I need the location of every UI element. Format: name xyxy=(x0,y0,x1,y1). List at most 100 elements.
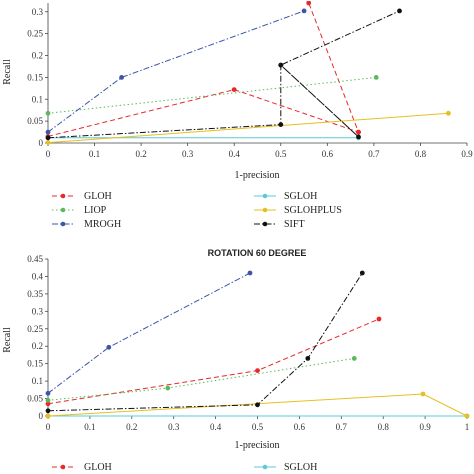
legend-item-gloh: GLOH xyxy=(52,462,112,473)
data-point-mrogh xyxy=(247,270,253,276)
x-tick-label: 0 xyxy=(46,149,51,159)
x-tick-label: 0.3 xyxy=(168,422,180,432)
x-tick-label: 0.7 xyxy=(368,149,380,159)
x-tick-label: 0.5 xyxy=(275,149,287,159)
data-point-sift xyxy=(45,408,51,414)
x-tick-label: 0.8 xyxy=(378,422,390,432)
y-tick-label: 0.2 xyxy=(32,341,43,351)
y-tick-label: 0.05 xyxy=(27,394,43,404)
legend-item-sglohplus: SGLOHPLUS xyxy=(254,205,342,216)
legend-marker xyxy=(60,193,66,199)
series-line-gloh xyxy=(47,318,380,405)
data-point-sglohplus xyxy=(45,413,51,419)
data-point-sift xyxy=(397,8,402,14)
x-tick-label: 0.1 xyxy=(89,149,100,159)
legend-marker xyxy=(262,221,268,227)
data-point-mrogh xyxy=(45,129,51,135)
y-tick-label: 0.3 xyxy=(32,7,44,17)
x-axis-label: 1-precision xyxy=(235,440,280,451)
data-point-sift xyxy=(359,270,365,276)
plot-area xyxy=(45,1,451,146)
y-tick-label: 0.2 xyxy=(32,51,43,61)
data-point-liop xyxy=(45,110,51,116)
y-tick-label: 0.3 xyxy=(32,306,44,316)
legend-item-sgloh: SGLOH xyxy=(254,462,317,473)
legend-marker xyxy=(60,464,66,470)
data-point-sglohplus xyxy=(464,413,470,419)
series-line-sift xyxy=(47,272,363,412)
data-point-gloh xyxy=(45,401,51,407)
x-tick-label: 0 xyxy=(46,422,51,432)
data-point-mrogh xyxy=(301,8,307,14)
series-line-gloh xyxy=(47,2,360,137)
legend-item-gloh: GLOH xyxy=(52,191,112,202)
x-tick-label: 0.6 xyxy=(322,149,334,159)
legend-label: SGLOHPLUS xyxy=(284,205,342,216)
x-tick-label: 0.9 xyxy=(461,149,473,159)
plot-area xyxy=(45,270,470,419)
series-line-liop xyxy=(47,76,377,114)
x-tick-label: 0.2 xyxy=(126,422,137,432)
data-point-sift xyxy=(356,134,361,140)
y-axis-label: Recall xyxy=(2,59,13,85)
legend-label: GLOH xyxy=(84,191,112,202)
y-tick-label: 0.15 xyxy=(27,72,43,82)
y-tick-label: 0.25 xyxy=(27,29,43,39)
data-point-mrogh xyxy=(106,344,112,350)
y-tick-label: 0.1 xyxy=(32,376,43,386)
data-point-mrogh xyxy=(119,75,124,80)
legend-label: SGLOH xyxy=(284,191,317,202)
data-point-sglohplus xyxy=(446,110,451,116)
data-point-liop xyxy=(351,356,357,361)
data-point-gloh xyxy=(356,129,361,135)
x-axis-label: 1-precision xyxy=(235,170,280,181)
legend-label: SGLOH xyxy=(284,462,317,473)
data-point-gloh xyxy=(231,87,237,92)
x-tick-label: 0.8 xyxy=(415,149,427,159)
y-tick-label: 0.4 xyxy=(32,271,44,281)
x-tick-label: 0.9 xyxy=(419,422,431,432)
legend-marker xyxy=(262,193,268,199)
data-point-liop xyxy=(165,385,171,391)
legend-marker xyxy=(262,464,268,470)
data-point-gloh xyxy=(306,1,312,6)
y-tick-label: 0 xyxy=(39,138,44,148)
data-point-mrogh xyxy=(45,390,51,396)
legend-label: GLOH xyxy=(84,462,112,473)
series-line-mrogh xyxy=(47,272,251,394)
y-tick-label: 0.15 xyxy=(27,359,43,369)
series-line-sift xyxy=(47,10,400,139)
data-point-sift xyxy=(278,62,284,68)
x-tick-label: 0.3 xyxy=(182,149,194,159)
chart-top: Recall 1-precision 0 0.1 0.2 0.3 0.4 0.5 0.6 0.… xyxy=(2,1,473,181)
x-tick-label: 0.7 xyxy=(336,422,348,432)
x-tick-label: 0.2 xyxy=(135,149,146,159)
x-tick-label: 0.1 xyxy=(84,422,95,432)
data-point-sift xyxy=(255,402,260,408)
data-point-liop xyxy=(373,75,379,80)
data-point-liop xyxy=(45,397,51,403)
y-tick-label: 0.25 xyxy=(27,324,43,334)
legend-item-sift: SIFT xyxy=(254,219,305,230)
legend-label: SIFT xyxy=(284,219,305,230)
legend: GLOH LIOP MROGH SGLOH SGLOHPLUS SIFT xyxy=(52,191,342,230)
y-tick-label: 0.45 xyxy=(27,254,43,264)
x-tick-label: 1 xyxy=(465,422,470,432)
x-tick-label: 0.4 xyxy=(210,422,222,432)
legend-item-mrogh: MROGH xyxy=(52,219,121,230)
data-point-gloh xyxy=(255,368,260,373)
data-point-sift xyxy=(305,356,311,361)
series-line-mrogh xyxy=(47,10,305,133)
y-tick-label: 0.1 xyxy=(32,94,43,104)
x-tick-label: 0.4 xyxy=(229,149,241,159)
y-axis-label: Recall xyxy=(2,327,13,353)
legend-item-liop: LIOP xyxy=(52,205,107,216)
y-tick-label: 0.05 xyxy=(27,116,43,126)
legend-marker xyxy=(60,221,66,227)
legend-marker xyxy=(262,207,268,213)
data-point-gloh xyxy=(376,316,382,322)
data-point-sglohplus xyxy=(45,140,51,146)
data-point-sift xyxy=(45,135,51,141)
y-tick-label: 0.35 xyxy=(27,289,43,299)
